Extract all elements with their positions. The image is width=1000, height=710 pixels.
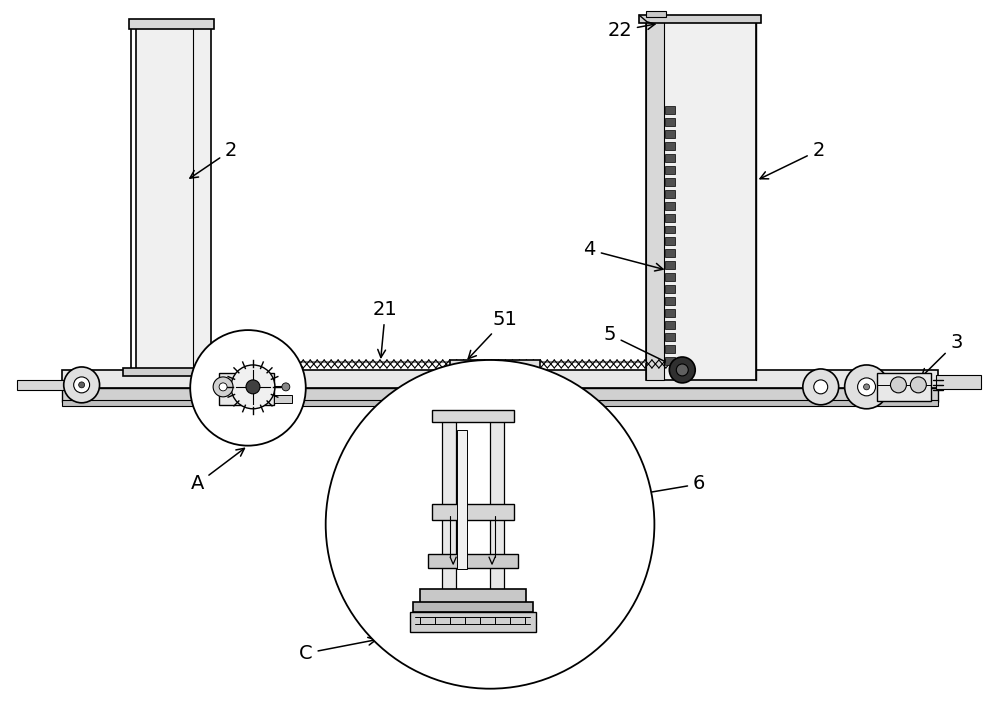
Bar [639,16,761,23]
Bar [665,345,675,353]
Circle shape [246,380,260,394]
Text: 5: 5 [603,325,678,368]
Text: 51: 51 [468,310,517,359]
Bar [420,589,526,603]
Bar [665,249,675,258]
Bar [665,178,675,186]
Circle shape [803,369,839,405]
Text: 3: 3 [922,333,962,377]
Bar [413,602,533,612]
Bar [450,360,540,378]
Circle shape [190,330,306,446]
Bar [490,415,504,599]
Text: 22: 22 [607,21,655,40]
Circle shape [676,364,688,376]
Bar [665,154,675,162]
Circle shape [814,380,828,394]
Bar [432,410,514,422]
Circle shape [489,376,501,388]
Bar [665,214,675,222]
Bar [665,106,675,114]
Text: 2: 2 [760,141,825,179]
Bar [219,373,274,405]
Circle shape [474,376,486,388]
Bar [410,612,536,632]
Bar [936,375,981,389]
Circle shape [231,365,275,409]
Bar [665,130,675,138]
Bar [665,226,675,234]
Bar [428,555,518,568]
Bar [646,11,666,17]
Bar [123,368,215,376]
Circle shape [64,367,100,403]
Bar [646,21,664,380]
Text: A: A [191,448,244,493]
Circle shape [519,376,531,388]
Text: 21: 21 [373,300,398,358]
Circle shape [213,377,233,397]
Circle shape [219,383,227,391]
Bar [665,297,675,305]
Bar [432,504,514,520]
Bar [17,380,67,390]
Bar [665,202,675,209]
Bar [129,19,214,29]
Text: 2: 2 [190,141,237,178]
Bar [62,370,938,388]
Bar [665,273,675,281]
Circle shape [326,360,654,689]
Bar [665,285,675,293]
Text: 4: 4 [583,241,663,271]
Bar [665,333,675,341]
Bar [665,237,675,246]
Bar [665,321,675,329]
Bar [62,400,938,406]
Circle shape [669,357,695,383]
Bar [457,430,467,569]
Bar [665,142,675,150]
Circle shape [74,377,90,393]
Bar [877,373,931,401]
Bar [665,190,675,197]
Circle shape [890,377,906,393]
Bar [442,415,456,599]
Circle shape [858,378,876,396]
Text: C: C [299,638,376,663]
Bar [665,165,675,174]
Bar [62,388,938,402]
Bar [665,309,675,317]
Bar [665,118,675,126]
Circle shape [79,382,85,388]
Bar [646,21,756,380]
Bar [665,261,675,269]
Text: 6: 6 [494,474,705,521]
Circle shape [282,383,290,391]
Circle shape [845,365,888,409]
Bar [274,395,292,403]
Circle shape [459,376,471,388]
Circle shape [504,376,516,388]
Bar [665,357,675,365]
Circle shape [864,384,870,390]
Circle shape [910,377,926,393]
Bar [136,26,211,370]
